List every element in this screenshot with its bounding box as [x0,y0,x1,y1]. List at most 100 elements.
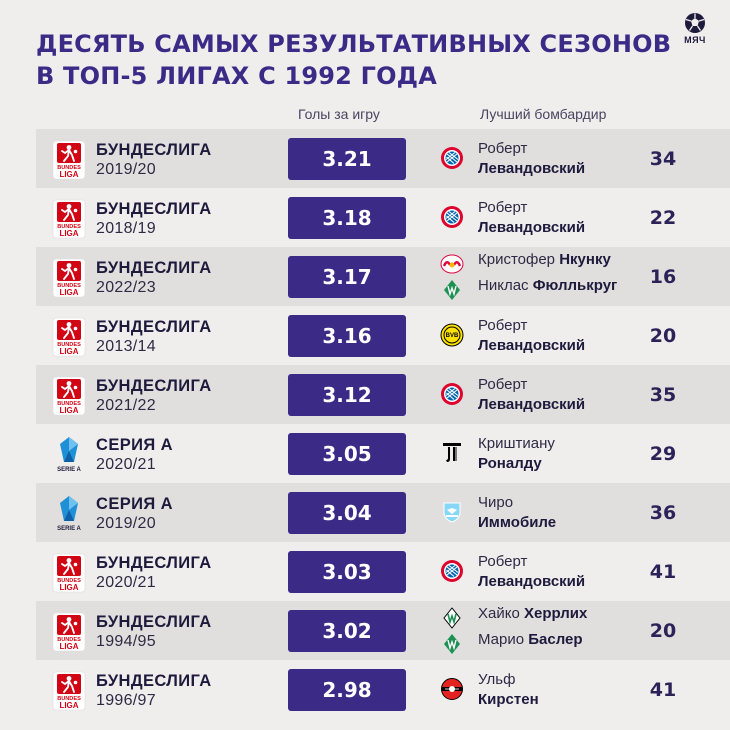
svg-text:LIGA: LIGA [59,229,78,238]
season-label: 2020/21 [96,456,156,473]
scorer-2: Никлас Фюллькруг [478,277,618,294]
brand-logo: МЯЧ [678,12,712,45]
scorer-last-name: Левандовский [478,337,586,354]
season-label: 1994/95 [96,633,156,650]
league-cell: БУНДЕСЛИГА 2013/14 [96,318,212,356]
scorer-first-name: Роберт [478,140,528,157]
table-row: BUNDES LIGA БУНДЕСЛИГА 2013/14 3.16 BVB Робе… [36,306,730,365]
league-cell: СЕРИЯ А 2020/21 [96,436,173,474]
top-scorer-cell: Роберт Левандовский [478,198,585,238]
goals-per-game-value: 3.16 [288,315,406,357]
bayern-icon [440,559,464,583]
season-label: 2019/20 [96,515,156,532]
table-row: BUNDES LIGA БУНДЕСЛИГА 2019/20 3.21 Роберт Л… [36,129,730,188]
scorer-last-name: Иммобиле [478,514,557,531]
title-line-1: ДЕСЯТЬ САМЫХ РЕЗУЛЬТАТИВНЫХ СЕЗОНОВ [36,30,672,58]
title-line-2: В ТОП-5 ЛИГАХ С 1992 ГОДА [36,62,438,90]
table-row: BUNDES LIGA БУНДЕСЛИГА 1994/95 3.02 Хайко Х… [36,601,730,660]
bundesliga-logo: BUNDES LIGA [52,317,86,357]
scorer-first-name: Роберт [478,553,528,570]
top-scorer-cell: Криштиану Роналду [478,434,555,474]
seriea-logo: SERIE A [52,435,86,475]
scorer-goals: 20 [649,619,677,642]
seriea-logo: SERIE A [52,494,86,534]
table-row: SERIE A СЕРИЯ А 2020/21 3.05 Криштиану Ронал… [36,424,730,483]
scorer-last-name: Роналду [478,455,542,472]
werder-icon [440,278,464,302]
brand-name: МЯЧ [684,35,706,45]
league-cell: БУНДЕСЛИГА 2022/23 [96,259,212,297]
league-name: БУНДЕСЛИГА [96,377,212,395]
scorer-goals: 35 [649,383,677,406]
table-row: BUNDES LIGA БУНДЕСЛИГА 2022/23 3.17 Кристоф… [36,247,730,306]
table-row: BUNDES LIGA БУНДЕСЛИГА 1996/97 2.98 Ульф Кир… [36,660,730,719]
scorer-1: Хайко Херрлих [478,605,588,622]
bundesliga-logo: BUNDES LIGA [52,612,86,652]
league-cell: БУНДЕСЛИГА 1994/95 [96,613,212,651]
werder-icon [440,632,464,656]
league-name: БУНДЕСЛИГА [96,318,212,336]
svg-text:BUNDES: BUNDES [57,224,81,230]
scorer-1: Кристофер Нкунку [478,251,611,268]
top-scorer-cell: Ульф Кирстен [478,670,539,710]
column-header-top-scorer: Лучший бомбардир [480,106,607,122]
top-scorer-cell: Чиро Иммобиле [478,493,556,533]
scorer-first-name: Чиро [478,494,514,511]
season-label: 2021/22 [96,397,156,414]
top-scorer-cell: Хайко Херрлих Марио Баслер [478,604,587,650]
seasons-table: BUNDES LIGA БУНДЕСЛИГА 2019/20 3.21 Роберт Л… [36,129,730,719]
goals-per-game-value: 2.98 [288,669,406,711]
bundesliga-logo: BUNDES LIGA [52,376,86,416]
bayern-icon [440,382,464,406]
league-name: БУНДЕСЛИГА [96,672,212,690]
svg-text:LIGA: LIGA [59,170,78,179]
dortmund-icon: BVB [440,323,464,347]
bundesliga-logo: BUNDES LIGA [52,199,86,239]
page-title: ДЕСЯТЬ САМЫХ РЕЗУЛЬТАТИВНЫХ СЕЗОНОВ В ТО… [36,28,672,92]
season-label: 2020/21 [96,574,156,591]
svg-text:BUNDES: BUNDES [57,696,81,702]
scorer-goals: 41 [649,678,677,701]
goals-per-game-value: 3.12 [288,374,406,416]
svg-text:BUNDES: BUNDES [57,637,81,643]
leipzig-icon [440,252,464,276]
scorer-goals: 22 [649,206,677,229]
league-name: СЕРИЯ А [96,436,173,454]
league-name: БУНДЕСЛИГА [96,259,212,277]
season-label: 2019/20 [96,161,156,178]
season-label: 2022/23 [96,279,156,296]
svg-text:LIGA: LIGA [59,406,78,415]
scorer-goals: 29 [649,442,677,465]
goals-per-game-value: 3.17 [288,256,406,298]
svg-text:BUNDES: BUNDES [57,578,81,584]
league-cell: БУНДЕСЛИГА 2019/20 [96,141,212,179]
scorer-goals: 41 [649,560,677,583]
scorer-first-name: Криштиану [478,435,555,452]
juventus-icon [440,441,464,465]
goals-per-game-value: 3.02 [288,610,406,652]
table-row: SERIE A СЕРИЯ А 2019/20 3.04 Чиро Иммобиле 36 [36,483,730,542]
bundesliga-logo: BUNDES LIGA [52,671,86,711]
svg-text:BUNDES: BUNDES [57,342,81,348]
svg-text:LIGA: LIGA [59,288,78,297]
scorer-first-name: Роберт [478,376,528,393]
svg-text:LIGA: LIGA [59,701,78,710]
table-row: BUNDES LIGA БУНДЕСЛИГА 2021/22 3.12 Роберт Л… [36,365,730,424]
bundesliga-logo: BUNDES LIGA [52,258,86,298]
league-name: БУНДЕСЛИГА [96,141,212,159]
table-row: BUNDES LIGA БУНДЕСЛИГА 2020/21 3.03 Роберт Л… [36,542,730,601]
league-name: БУНДЕСЛИГА [96,613,212,631]
lazio-icon [440,500,464,524]
scorer-last-name: Левандовский [478,573,586,590]
goals-per-game-value: 3.03 [288,551,406,593]
top-scorer-cell: Роберт Левандовский [478,139,585,179]
svg-text:SERIE A: SERIE A [57,467,81,473]
goals-per-game-value: 3.04 [288,492,406,534]
gladbach-icon [440,606,464,630]
scorer-last-name: Левандовский [478,160,586,177]
leverkusen-icon [440,677,464,701]
scorer-first-name: Роберт [478,317,528,334]
season-label: 1996/97 [96,692,156,709]
top-scorer-cell: Роберт Левандовский [478,552,585,592]
scorer-first-name: Ульф [478,671,516,688]
